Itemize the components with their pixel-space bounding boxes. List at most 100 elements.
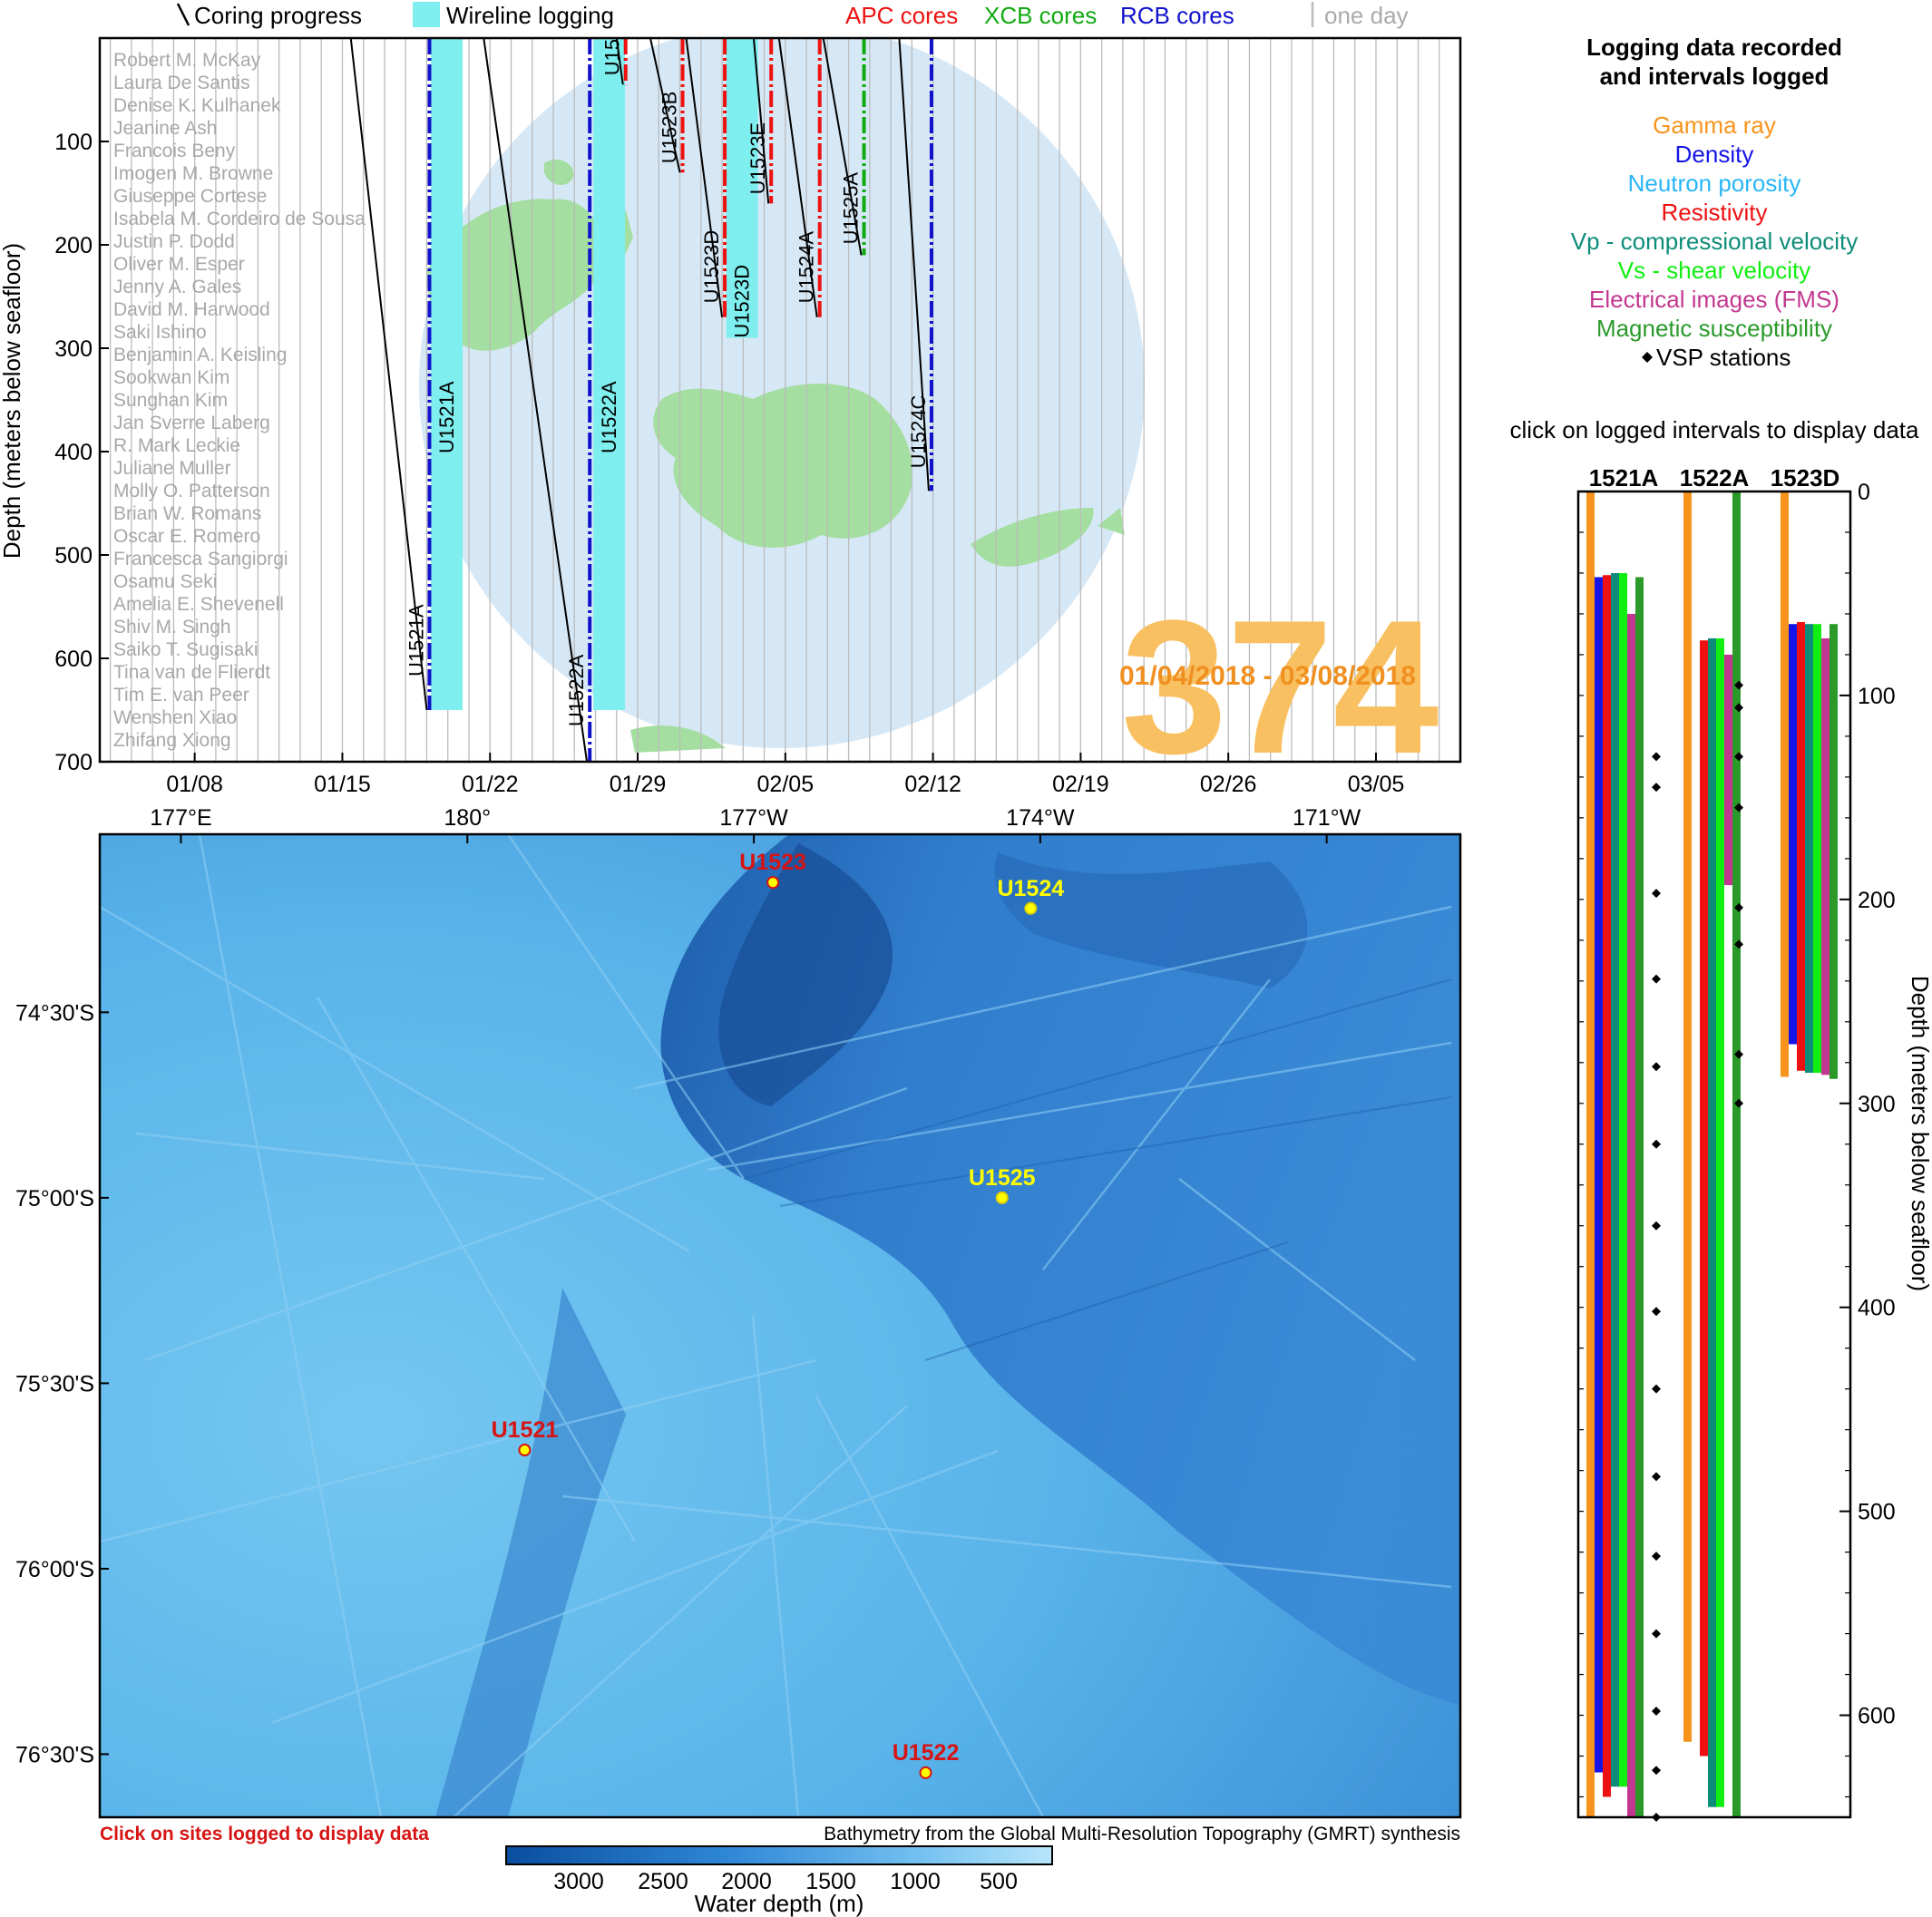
vsp-station: [1734, 939, 1743, 949]
site-u1523[interactable]: U1523: [739, 850, 806, 890]
logging-ytick-label: 300: [1858, 1092, 1896, 1117]
logging-interval-bar[interactable]: [1603, 575, 1611, 1797]
logging-interval-bar[interactable]: [1797, 621, 1805, 1071]
site-marker: [995, 1191, 1009, 1204]
hole-u1525a[interactable]: U1525A: [822, 38, 866, 256]
logging-subtitle[interactable]: click on logged intervals to display dat…: [1510, 416, 1919, 443]
wireline-bar-u1522a[interactable]: [593, 38, 626, 710]
coring-progress-line: [615, 38, 624, 85]
logging-hole-label[interactable]: 1523D: [1771, 464, 1840, 491]
logging-ytick-label: 100: [1858, 684, 1896, 709]
timeline-ytick-label: 300: [54, 336, 93, 362]
logging-interval-bar[interactable]: [1627, 613, 1635, 1817]
colorbar-label: Water depth (m): [695, 1890, 864, 1917]
logging-interval-bar[interactable]: [1732, 491, 1741, 1817]
coring-progress-line: [752, 38, 770, 204]
vsp-station: [1734, 680, 1743, 690]
crew-member: Jenny A. Gales: [113, 277, 241, 297]
hole-u1523e[interactable]: U1523E: [746, 38, 774, 204]
logging-interval-bar[interactable]: [1716, 637, 1724, 1807]
crew-member: Imogen M. Browne: [113, 163, 273, 184]
logging-interval-bar[interactable]: [1813, 624, 1821, 1074]
logging-interval-bar[interactable]: [1830, 624, 1838, 1079]
logging-interval-bar[interactable]: [1781, 491, 1789, 1077]
coring-progress-line: [349, 38, 428, 711]
map-lon-label: 171°W: [1293, 805, 1361, 831]
map-credit: Bathymetry from the Global Multi-Resolut…: [824, 1824, 1460, 1844]
logging-title-line2: and intervals logged: [1600, 63, 1830, 90]
hole-u1524c[interactable]: U1524C: [898, 38, 933, 491]
legend-rcb-cores: RCB cores: [1120, 2, 1234, 29]
coring-progress-line: [685, 38, 724, 317]
timeline-ytick-label: 600: [54, 647, 93, 672]
logging-ytick-label: 600: [1858, 1704, 1896, 1729]
crew-member: Francois Beny: [113, 141, 236, 161]
map-lat-label: 75°30'S: [15, 1371, 94, 1396]
crew-member: Oliver M. Esper: [113, 254, 245, 275]
coring-progress-line: [777, 38, 818, 317]
hole-label: U1521A: [405, 604, 427, 676]
hole-u1521a[interactable]: U1521A: [349, 38, 432, 711]
legend-one-day: one day: [1324, 2, 1409, 29]
logging-hole-1522a[interactable]: [1683, 491, 1741, 1817]
logging-interval-bar[interactable]: [1821, 637, 1830, 1075]
hole-label: U1524A: [795, 231, 818, 304]
logging-interval-bar[interactable]: [1724, 654, 1732, 886]
crew-member: R. Mark Leckie: [113, 435, 240, 456]
colorbar-tick-label: 1500: [805, 1869, 856, 1894]
logging-interval-bar[interactable]: [1708, 637, 1716, 1807]
vsp-station: [1652, 1221, 1661, 1231]
logging-interval-bar[interactable]: [1635, 577, 1644, 1817]
hole-label: U1525A: [840, 172, 863, 245]
legend-xcb-cores: XCB cores: [984, 2, 1097, 29]
legend-item: Neutron porosity: [1628, 170, 1801, 197]
legend-apc-cores: APC cores: [845, 2, 958, 29]
wireline-hole-label: U1522A: [598, 381, 620, 453]
timeline-xtick-label: 03/05: [1348, 772, 1405, 797]
logging-interval-bar[interactable]: [1611, 572, 1619, 1787]
logging-interval-bar[interactable]: [1683, 491, 1692, 1742]
logging-ytick-label: 200: [1858, 888, 1896, 913]
logging-hole-1523d[interactable]: [1781, 491, 1838, 1079]
hole-u1522a[interactable]: U1522A: [483, 38, 592, 763]
vsp-station: [1652, 783, 1661, 793]
timeline-axes: 100 200 300 400 500 600 700 01/08 01/15 01/22 01/2…: [54, 130, 1405, 797]
logging-interval-bar[interactable]: [1595, 577, 1603, 1773]
logging-interval-bar[interactable]: [1619, 572, 1627, 1787]
crew-member: Saki Ishino: [113, 322, 207, 343]
logging-hole-labels: 1521A 1522A 1523D: [1589, 464, 1840, 491]
logging-depth-axis: 0 100 200 300 400 500 600: [1578, 480, 1896, 1798]
crew-member: Osamu Seki: [113, 571, 217, 592]
logging-interval-bar[interactable]: [1586, 491, 1595, 1817]
logging-hole-1521a[interactable]: [1586, 491, 1644, 1817]
hole-u1523d[interactable]: U1523D: [685, 38, 727, 317]
hole-u1524a[interactable]: U1524A: [777, 38, 822, 317]
site-label: U1524: [997, 876, 1064, 901]
logging-hole-label[interactable]: 1521A: [1589, 464, 1659, 491]
site-marker: [919, 1766, 932, 1779]
timeline-xtick-label: 02/19: [1052, 772, 1109, 797]
water-depth-colorbar: [505, 1845, 1053, 1865]
hole-u1523b[interactable]: U1523B: [649, 38, 685, 173]
site-label: U1523: [739, 850, 806, 875]
site-u1521[interactable]: U1521: [492, 1417, 559, 1457]
site-u1524: U1524: [997, 876, 1064, 915]
legend-wireline-logging: Wireline logging: [446, 2, 614, 29]
hole-u1523a[interactable]: U1523A: [601, 3, 628, 85]
site-u1522[interactable]: U1522: [893, 1740, 960, 1779]
logging-interval-bar[interactable]: [1700, 640, 1708, 1756]
timeline-frame: [98, 36, 1462, 764]
vsp-station: [1734, 1049, 1743, 1059]
site-marker: [766, 876, 780, 890]
colorbar-tick-label: 2000: [721, 1869, 772, 1894]
logging-interval-bar[interactable]: [1805, 624, 1813, 1074]
wireline-bar-u1521a[interactable]: [431, 38, 463, 710]
timeline-ytick-label: 700: [54, 750, 93, 775]
vsp-station: [1652, 752, 1661, 762]
crew-member: Shiv M. Singh: [113, 617, 231, 637]
logging-interval-bar[interactable]: [1789, 624, 1797, 1045]
logging-hole-label[interactable]: 1522A: [1680, 464, 1750, 491]
wireline-bar-u1523d[interactable]: [726, 38, 758, 338]
